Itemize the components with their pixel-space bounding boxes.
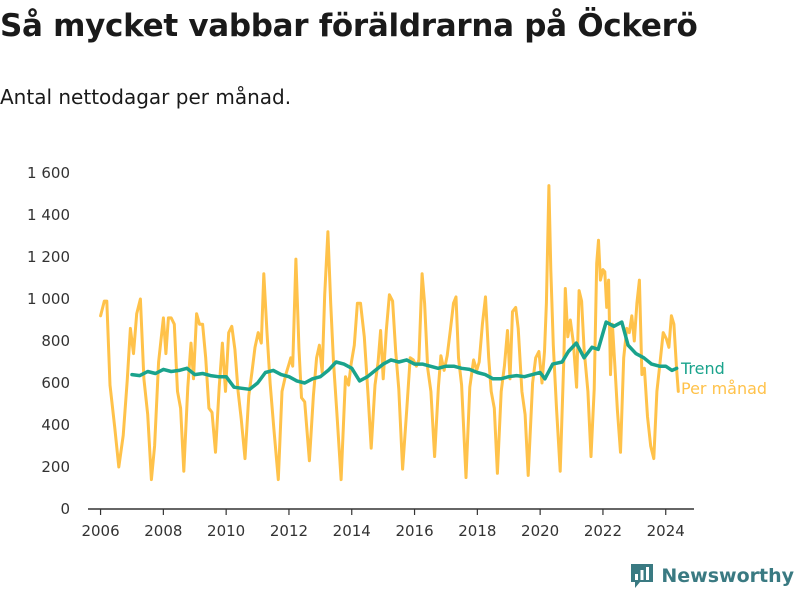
y-tick-label: 0	[60, 500, 70, 518]
newsworthy-brand-name: Newsworthy	[661, 565, 794, 587]
y-tick-label: 200	[41, 458, 70, 476]
chart-title: Så mycket vabbar föräldrarna på Öckerö	[0, 8, 698, 44]
y-tick-label: 400	[41, 416, 70, 434]
newsworthy-logo-icon	[631, 564, 654, 588]
x-tick-label: 2008	[144, 522, 182, 540]
x-tick-label: 2022	[584, 522, 622, 540]
x-tick-label: 2006	[81, 522, 119, 540]
y-tick-label: 1 600	[27, 164, 70, 182]
y-tick-label: 600	[41, 374, 70, 392]
legend-label-per-manad: Per månad	[681, 379, 767, 398]
y-tick-label: 1 400	[27, 206, 70, 224]
series-layer	[99, 184, 680, 482]
x-axis: 2006 2008 2010 2012 2014 2016 2018 2020 2022 2024	[81, 508, 694, 540]
series-line-per-manad	[99, 184, 680, 482]
y-tick-label: 1 000	[27, 290, 70, 308]
x-tick-label: 2018	[458, 522, 496, 540]
series-line-trend	[130, 320, 679, 392]
legend-label-trend: Trend	[680, 359, 725, 378]
x-tick-label: 2012	[270, 522, 308, 540]
x-tick-label: 2014	[333, 522, 371, 540]
chart-subtitle: Antal nettodagar per månad.	[0, 85, 292, 109]
x-tick-label: 2020	[521, 522, 559, 540]
y-axis: 0 200 400 600 800 1 000 1 200 1 400 1 600	[27, 164, 70, 518]
newsworthy-logo: Newsworthy	[629, 560, 794, 592]
y-tick-label: 800	[41, 332, 70, 350]
x-tick-label: 2010	[207, 522, 245, 540]
y-tick-label: 1 200	[27, 248, 70, 266]
x-tick-label: 2016	[395, 522, 433, 540]
x-tick-label: 2024	[647, 522, 685, 540]
